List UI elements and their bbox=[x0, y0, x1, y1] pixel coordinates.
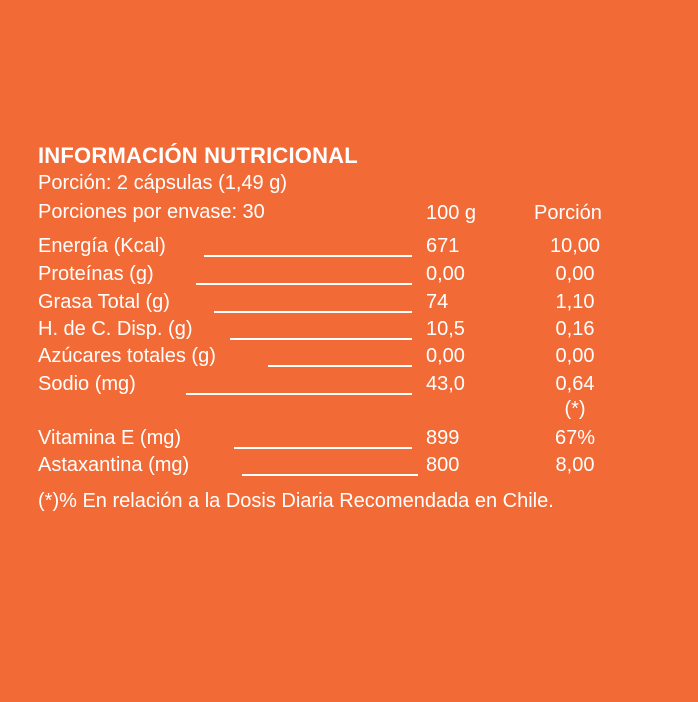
nutrient-row-vitamin-e: Vitamina E (mg) 899 67% bbox=[38, 427, 678, 455]
nutrient-name: Vitamina E (mg) bbox=[38, 427, 182, 449]
value-per-portion: 0,00 bbox=[555, 263, 595, 285]
dotted-leader bbox=[230, 338, 412, 340]
value-per-portion: 1,10 bbox=[555, 291, 595, 313]
dotted-leader bbox=[242, 474, 418, 476]
nutrient-name: Proteínas (g) bbox=[38, 263, 154, 285]
dotted-leader bbox=[196, 283, 412, 285]
value-per-100g: 10,5 bbox=[426, 318, 465, 340]
label-title: INFORMACIÓN NUTRICIONAL bbox=[38, 143, 358, 168]
value-per-100g: 0,00 bbox=[426, 263, 465, 285]
value-per-portion: 67% bbox=[554, 427, 596, 449]
nutrient-name: Astaxantina (mg) bbox=[38, 454, 190, 476]
nutrient-name: H. de C. Disp. (g) bbox=[38, 318, 193, 340]
dotted-leader bbox=[186, 393, 412, 395]
value-per-100g: 43,0 bbox=[426, 373, 465, 395]
value-per-portion: 0,00 bbox=[555, 345, 595, 367]
dotted-leader bbox=[234, 447, 412, 449]
nutrient-row-sodium: Sodio (mg) 43,0 0,64 bbox=[38, 373, 678, 401]
dotted-leader bbox=[268, 365, 412, 367]
value-per-portion: 8,00 bbox=[555, 454, 595, 476]
value-per-100g: 800 bbox=[426, 454, 460, 476]
nutrient-row-astaxanthin: Astaxantina (mg) 800 8,00 bbox=[38, 454, 678, 482]
column-header-portion: Porción bbox=[534, 202, 602, 224]
dotted-leader bbox=[204, 255, 412, 257]
servings-per-container: Porciones por envase: 30 bbox=[38, 201, 265, 223]
value-per-portion: 0,16 bbox=[555, 318, 595, 340]
nutrient-name: Sodio (mg) bbox=[38, 373, 136, 395]
nutrient-row-protein: Proteínas (g) 0,00 0,00 bbox=[38, 263, 678, 291]
nutrient-name: Azúcares totales (g) bbox=[38, 345, 216, 367]
footnote: (*)% En relación a la Dosis Diaria Recom… bbox=[38, 490, 554, 512]
value-per-100g: 0,00 bbox=[426, 345, 465, 367]
asterisk-marker: (*) bbox=[564, 398, 586, 420]
column-header-100g: 100 g bbox=[426, 202, 477, 224]
value-per-100g: 899 bbox=[426, 427, 460, 449]
nutrient-row-total-sugars: Azúcares totales (g) 0,00 0,00 bbox=[38, 345, 678, 373]
nutrient-row-carbohydrates: H. de C. Disp. (g) 10,5 0,16 bbox=[38, 318, 678, 346]
value-per-portion: 0,64 bbox=[555, 373, 595, 395]
nutrient-name: Grasa Total (g) bbox=[38, 291, 170, 313]
value-per-100g: 671 bbox=[426, 235, 460, 257]
value-per-portion: 10,00 bbox=[549, 235, 601, 257]
nutrient-row-total-fat: Grasa Total (g) 74 1,10 bbox=[38, 291, 678, 319]
nutrient-row-energy: Energía (Kcal) 671 10,00 bbox=[38, 235, 678, 263]
value-per-100g: 74 bbox=[426, 291, 449, 313]
dotted-leader bbox=[214, 311, 412, 313]
nutrient-name: Energía (Kcal) bbox=[38, 235, 166, 257]
serving-size: Porción: 2 cápsulas (1,49 g) bbox=[38, 172, 288, 194]
